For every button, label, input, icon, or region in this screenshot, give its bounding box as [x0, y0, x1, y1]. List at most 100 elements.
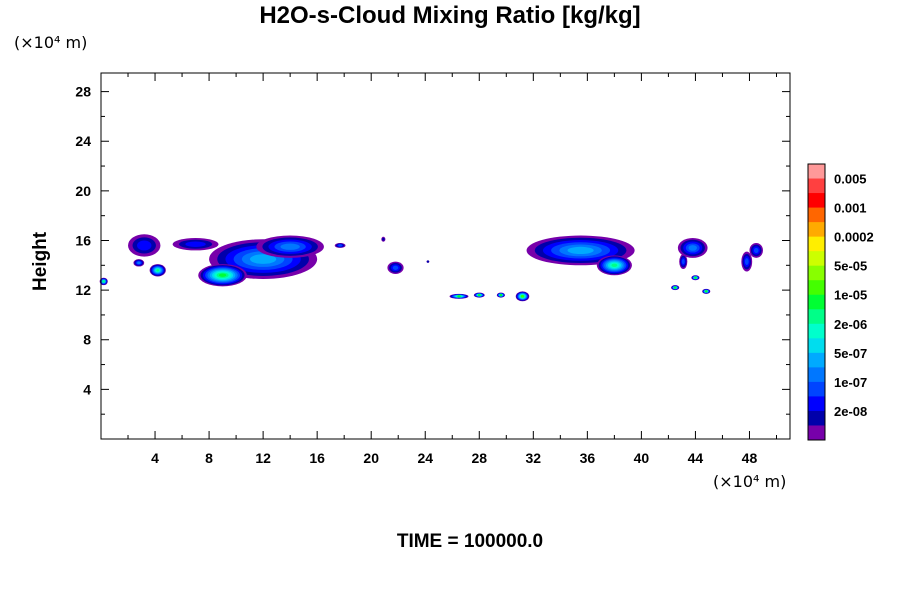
- cloud-18: [677, 238, 708, 258]
- colorbar-swatch-4: [808, 222, 825, 238]
- x-axis-units: (×10⁴ m): [713, 472, 787, 491]
- cloud-field: [99, 234, 763, 302]
- colorbar-label-6: 5e-07: [834, 346, 867, 361]
- time-footer: TIME = 100000.0: [396, 531, 544, 552]
- cloud-24: [741, 251, 753, 272]
- colorbar-swatch-15: [808, 381, 825, 397]
- x-tick-label-12: 12: [255, 450, 271, 466]
- y-tick-label-8: 8: [83, 332, 91, 348]
- x-tick-label-24: 24: [417, 450, 433, 466]
- colorbar-swatch-8: [808, 280, 825, 296]
- cloud-1-contour-2: [185, 241, 206, 247]
- y-tick-label-12: 12: [75, 282, 91, 298]
- x-tick-label-8: 8: [205, 450, 213, 466]
- cloud-12: [449, 293, 469, 299]
- colorbar-label-4: 1e-05: [834, 288, 867, 303]
- cloud-2-contour-5: [250, 254, 277, 264]
- colorbar-swatch-16: [808, 396, 825, 412]
- colorbar-label-0: 0.005: [834, 172, 867, 187]
- colorbar-swatch-17: [808, 410, 825, 426]
- cloud-4: [256, 235, 324, 258]
- colorbar-frame: [807, 163, 826, 441]
- colorbar-label-5: 2e-06: [834, 317, 867, 332]
- x-tick-label-4: 4: [151, 450, 159, 466]
- cloud-19: [679, 254, 688, 270]
- cloud-14-contour-9: [499, 293, 503, 297]
- y-axis-units: (×10⁴ m): [14, 33, 88, 52]
- cloud-9: [381, 236, 386, 242]
- cloud-20: [671, 285, 680, 291]
- colorbar-swatch-5: [808, 236, 825, 252]
- colorbar-swatch-9: [808, 294, 825, 310]
- x-tick-label-40: 40: [634, 450, 650, 466]
- cloud-22-contour-9: [705, 290, 708, 293]
- colorbar-swatch-6: [808, 251, 825, 267]
- colorbar-swatch-10: [808, 309, 825, 325]
- colorbar-label-7: 1e-07: [834, 375, 867, 390]
- cloud-15-contour-10: [521, 295, 524, 298]
- x-tick-label-28: 28: [471, 450, 487, 466]
- colorbar-swatch-1: [808, 178, 825, 194]
- cloud-8: [334, 242, 346, 248]
- colorbar-swatch-14: [808, 367, 825, 383]
- cloud-20-contour-9: [673, 286, 677, 289]
- colorbar-label-1: 0.001: [834, 201, 867, 216]
- cloud-0-contour-2: [137, 240, 152, 251]
- cloud-24-contour-3: [744, 258, 749, 266]
- cloud-15: [515, 291, 530, 302]
- chart-title: H2O-s-Cloud Mixing Ratio [kg/kg]: [259, 2, 641, 29]
- colorbar-label-3: 5e-05: [834, 259, 867, 274]
- y-tick-label-28: 28: [75, 84, 91, 100]
- cloud-4-contour-4: [280, 243, 300, 250]
- y-tick-label-24: 24: [75, 133, 91, 149]
- colorbar-swatch-13: [808, 352, 825, 368]
- colorbar-swatch-12: [808, 338, 825, 354]
- cloud-13: [473, 292, 485, 298]
- cloud-0: [128, 234, 161, 257]
- cloud-6: [99, 277, 108, 286]
- colorbar: 0.005 0.001 0.0002 5e-05 1e-05 2e-06 5e-07 1e-0…: [807, 163, 874, 441]
- x-tick-label-20: 20: [363, 450, 379, 466]
- cloud-12-contour-9: [457, 295, 461, 298]
- x-tick-label-16: 16: [309, 450, 325, 466]
- cloud-16-contour-5: [567, 246, 594, 255]
- cloud-17: [596, 255, 632, 276]
- colorbar-label-2: 0.0002: [834, 230, 874, 245]
- cloud-22: [702, 288, 711, 294]
- cloud-5-contour-8: [156, 269, 160, 272]
- cloud-18-contour-4: [688, 245, 697, 251]
- y-tick-label-4: 4: [83, 381, 91, 397]
- colorbar-swatch-11: [808, 323, 825, 339]
- x-tick-label-32: 32: [526, 450, 542, 466]
- cloud-19-contour-3: [681, 258, 685, 265]
- cloud-23-contour-3: [753, 247, 759, 254]
- cloud-17-contour-8: [611, 263, 618, 267]
- plot-frame: [100, 72, 791, 440]
- cloud-1: [172, 238, 219, 251]
- cloud-3: [198, 264, 247, 287]
- y-tick-label-20: 20: [75, 183, 91, 199]
- colorbar-swatch-3: [808, 207, 825, 223]
- cloud-11-contour-1: [426, 260, 430, 263]
- colorbar-swatch-2: [808, 193, 825, 209]
- cloud-23: [749, 242, 763, 258]
- cloud-11: [426, 260, 430, 263]
- cloud-8-contour-3: [338, 244, 343, 247]
- cloud-13-contour-9: [478, 293, 481, 297]
- colorbar-swatch-18: [808, 425, 825, 441]
- colorbar-swatch-0: [808, 164, 825, 180]
- colorbar-label-8: 2e-08: [834, 404, 867, 419]
- cloud-7-contour-4: [137, 261, 141, 265]
- x-tick-label-44: 44: [688, 450, 704, 466]
- y-tick-label-16: 16: [75, 232, 91, 248]
- cloud-21-contour-9: [694, 276, 697, 279]
- cloud-16: [526, 235, 635, 266]
- x-tick-label-36: 36: [580, 450, 596, 466]
- cloud-10: [387, 261, 404, 274]
- colorbar-swatch-7: [808, 265, 825, 281]
- cloud-5: [149, 264, 166, 277]
- cloud-3-contour-9: [218, 273, 227, 277]
- cloud-14: [496, 292, 505, 298]
